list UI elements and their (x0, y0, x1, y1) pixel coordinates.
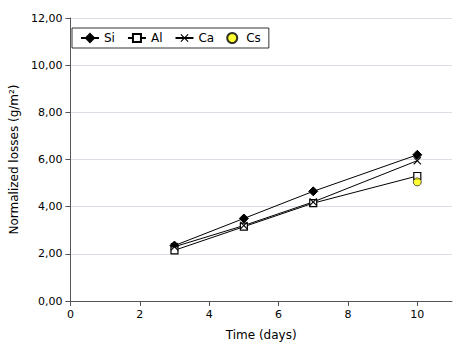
svg-text:10,00: 10,00 (31, 59, 63, 72)
svg-text:2,00: 2,00 (38, 247, 63, 260)
svg-text:Ca: Ca (198, 31, 214, 45)
svg-text:Cs: Cs (246, 31, 261, 45)
svg-text:Time (days): Time (days) (225, 328, 297, 342)
svg-text:Normalized losses (g/m²): Normalized losses (g/m²) (7, 84, 21, 234)
svg-text:0,00: 0,00 (38, 295, 63, 308)
svg-text:2: 2 (136, 308, 143, 321)
svg-text:8: 8 (344, 308, 351, 321)
svg-text:0: 0 (67, 308, 74, 321)
svg-text:Al: Al (151, 31, 163, 45)
svg-text:4: 4 (206, 308, 213, 321)
svg-text:6: 6 (275, 308, 282, 321)
svg-text:10: 10 (410, 308, 424, 321)
svg-text:12,00: 12,00 (31, 12, 63, 25)
svg-text:6,00: 6,00 (38, 153, 63, 166)
svg-text:8,00: 8,00 (38, 106, 63, 119)
svg-text:Si: Si (104, 31, 115, 45)
svg-text:4,00: 4,00 (38, 200, 63, 213)
